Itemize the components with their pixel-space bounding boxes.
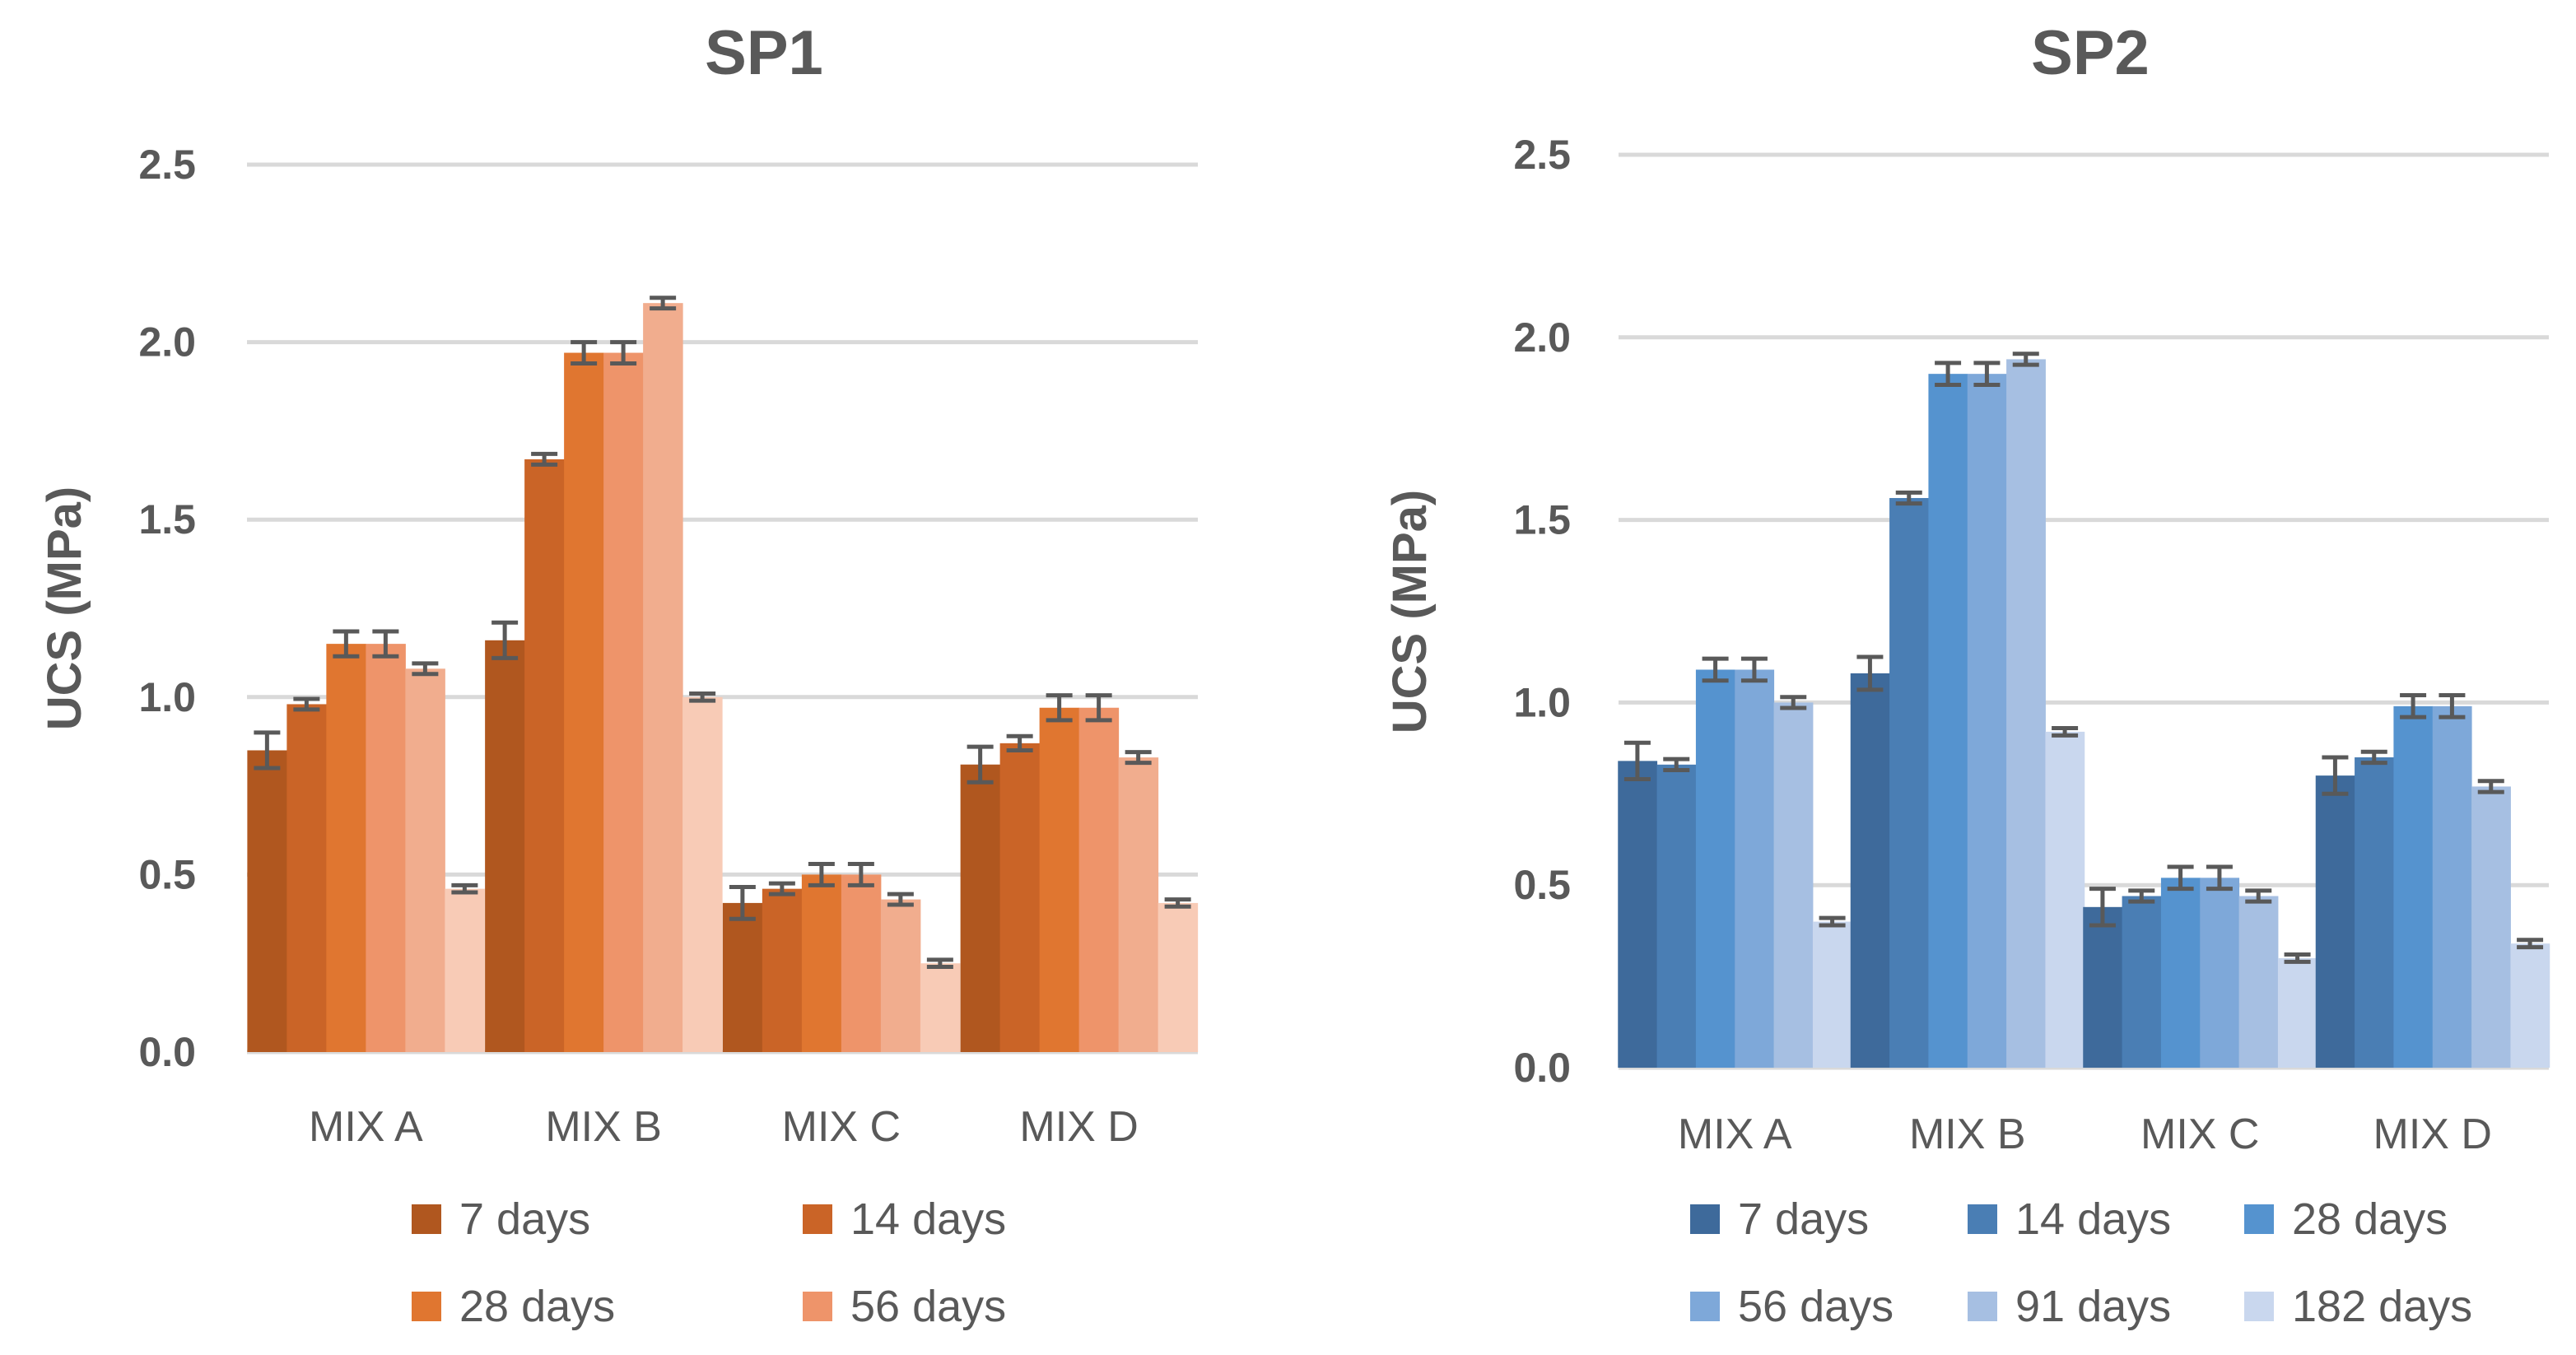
sp2-y-tick-label: 1.0 xyxy=(1513,679,1571,725)
sp2-category-label: MIX D xyxy=(2373,1111,2492,1158)
sp1-y-tick-label: 1.0 xyxy=(138,674,196,720)
sp1-category-label: MIX A xyxy=(309,1103,423,1151)
sp1-legend-label: 28 days xyxy=(459,1282,615,1331)
sp1-category-label: MIX B xyxy=(545,1103,662,1151)
sp1-bar xyxy=(1039,707,1080,1052)
sp1-bar xyxy=(1118,757,1159,1052)
sp2-category-label: MIX A xyxy=(1678,1111,1792,1158)
sp1-y-tick-label: 2.0 xyxy=(138,319,196,366)
sp2-y-tick-label: 0.5 xyxy=(1513,862,1571,908)
sp2-bar xyxy=(2471,786,2511,1068)
sp2-bar xyxy=(1812,921,1852,1068)
sp1-legend-swatch xyxy=(803,1204,832,1234)
sp2-legend-label: 91 days xyxy=(2015,1282,2171,1331)
sp2-bar xyxy=(1735,669,1775,1068)
sp2-bar xyxy=(2432,705,2472,1068)
sp2-y-tick-label: 1.5 xyxy=(1513,497,1571,543)
sp2-legend-label: 28 days xyxy=(2292,1194,2448,1244)
sp1-legend-swatch xyxy=(412,1292,441,1321)
sp2-bar xyxy=(2122,896,2162,1068)
sp1-y-tick-label: 0.5 xyxy=(138,851,196,897)
sp1-legend-swatch xyxy=(412,1204,441,1234)
sp1-bar xyxy=(880,899,921,1052)
sp1-bar xyxy=(405,668,445,1052)
sp2-y-tick-label: 2.5 xyxy=(1513,132,1571,178)
sp1-bar xyxy=(999,743,1041,1052)
sp2-legend-label: 182 days xyxy=(2292,1282,2472,1331)
sp2-legend-label: 56 days xyxy=(1738,1282,1894,1331)
sp2-bar xyxy=(2238,896,2279,1068)
sp2-category-label: MIX B xyxy=(1909,1111,2026,1158)
sp1-bar xyxy=(722,902,763,1052)
sp2-bar xyxy=(1850,673,1890,1068)
sp2-bar xyxy=(2355,757,2394,1068)
sp2-bar xyxy=(2315,775,2355,1068)
sp2-legend-swatch xyxy=(2244,1292,2274,1321)
sp1-legend-label: 56 days xyxy=(850,1282,1006,1331)
sp2-bar xyxy=(2006,359,2046,1068)
sp2-legend-label: 7 days xyxy=(1738,1194,1869,1244)
sp1-bar xyxy=(841,874,882,1052)
sp2-bar xyxy=(1618,761,1658,1068)
sp2-legend-swatch xyxy=(1690,1292,1720,1321)
sp2-bar xyxy=(2277,957,2317,1068)
sp1-legend-swatch xyxy=(803,1292,832,1321)
sp2-bar xyxy=(1928,374,1968,1068)
sp2-chart: SP2 0.0 0.5 1.0 1.5 2.0 2.5 UCS (MPa) MIX A MIX B… xyxy=(1383,18,2550,1331)
sp1-bar xyxy=(564,352,604,1052)
sp2-bar xyxy=(1695,669,1735,1068)
sp1-y-tick-label: 2.5 xyxy=(138,142,196,188)
sp1-bar xyxy=(1078,707,1120,1052)
sp2-bar xyxy=(2045,731,2085,1068)
sp2-legend-label: 14 days xyxy=(2015,1194,2171,1244)
sp1-chart: SP1 0.0 0.5 1.0 1.5 2.0 2.5 UCS (MPa) MIX A MIX B… xyxy=(38,18,1199,1331)
sp1-title: SP1 xyxy=(705,18,823,88)
sp1-bar xyxy=(1158,902,1199,1052)
sp1-bar xyxy=(247,750,287,1052)
sp2-y-tick-label: 2.0 xyxy=(1513,314,1571,361)
sp2-bar xyxy=(1773,702,1814,1068)
sp1-bar xyxy=(762,888,803,1052)
sp2-bar xyxy=(2200,878,2240,1068)
sp2-category-label: MIX C xyxy=(2140,1111,2259,1158)
sp1-bar xyxy=(920,963,961,1052)
sp2-bar xyxy=(2160,878,2201,1068)
sp2-y-tick-label: 0.0 xyxy=(1513,1045,1571,1091)
sp2-bar xyxy=(1967,374,2007,1068)
sp1-bar xyxy=(524,459,565,1052)
sp1-y-tick-label: 1.5 xyxy=(138,496,196,542)
sp1-bar xyxy=(445,888,485,1052)
sp1-bar xyxy=(326,644,366,1052)
sp1-bar xyxy=(960,764,1001,1052)
sp1-legend-label: 14 days xyxy=(850,1194,1006,1244)
sp2-legend-swatch xyxy=(1968,1292,1997,1321)
sp2-bar xyxy=(1656,764,1697,1068)
sp1-bar xyxy=(643,303,683,1053)
sp1-bar xyxy=(801,874,842,1052)
sp2-bar xyxy=(2083,906,2123,1068)
sp1-bar xyxy=(366,644,406,1052)
sp1-bar xyxy=(682,696,723,1052)
sp1-category-label: MIX D xyxy=(1019,1103,1138,1151)
sp2-legend-swatch xyxy=(1968,1204,1997,1234)
sp2-legend-swatch xyxy=(2244,1204,2274,1234)
sp1-legend-label: 7 days xyxy=(459,1194,590,1244)
sp1-category-label: MIX C xyxy=(782,1103,901,1151)
sp1-y-tick-label: 0.0 xyxy=(138,1029,196,1075)
sp2-y-axis-label: UCS (MPa) xyxy=(1383,490,1437,733)
sp1-bar xyxy=(485,640,525,1052)
sp1-bar xyxy=(286,704,327,1052)
sp1-y-axis-label: UCS (MPa) xyxy=(38,487,91,730)
sp2-bar xyxy=(1889,497,1929,1068)
sp1-bar xyxy=(603,352,644,1052)
sp2-legend-swatch xyxy=(1690,1204,1720,1234)
sp2-title: SP2 xyxy=(2031,18,2150,88)
sp2-bar xyxy=(2510,943,2550,1068)
sp2-bar xyxy=(2393,705,2434,1068)
